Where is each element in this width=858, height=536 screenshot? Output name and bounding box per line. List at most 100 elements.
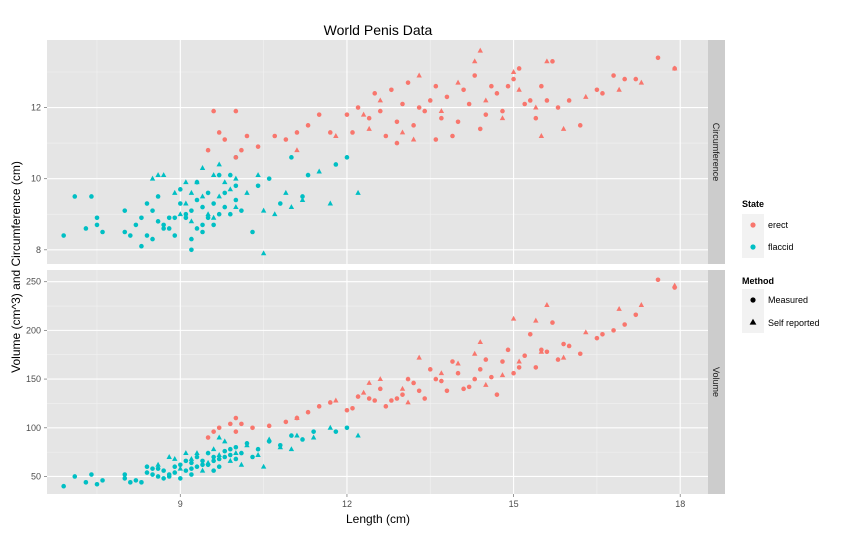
data-point	[177, 211, 184, 217]
data-point	[189, 247, 194, 253]
data-point	[216, 130, 222, 135]
data-point	[199, 193, 206, 199]
data-point	[210, 446, 217, 452]
data-point	[444, 388, 450, 394]
data-point	[144, 201, 150, 206]
data-point	[200, 458, 205, 464]
data-point	[472, 73, 478, 78]
data-point	[294, 432, 300, 438]
data-point	[360, 111, 367, 117]
data-point	[389, 87, 394, 93]
data-point	[72, 474, 78, 479]
data-point	[183, 450, 189, 456]
data-point	[461, 87, 466, 93]
data-point	[500, 359, 505, 364]
strip-circumference	[708, 40, 725, 264]
data-point	[150, 208, 155, 213]
data-point	[427, 367, 433, 372]
data-point	[344, 425, 350, 431]
data-point	[172, 464, 178, 470]
data-point	[455, 79, 461, 85]
data-point	[555, 357, 561, 362]
data-point	[344, 112, 350, 117]
data-point	[372, 398, 378, 403]
legend-label-flaccid: flaccid	[768, 242, 794, 252]
data-point	[178, 201, 183, 206]
data-point	[344, 407, 350, 413]
data-point	[183, 458, 189, 464]
data-point	[510, 315, 517, 321]
data-point	[316, 168, 322, 174]
data-point	[294, 147, 300, 153]
data-point	[272, 211, 278, 217]
data-point	[216, 161, 222, 167]
data-point	[216, 452, 222, 457]
legend-label-measured: Measured	[768, 295, 808, 305]
data-point	[566, 343, 572, 349]
data-point	[83, 226, 89, 231]
data-point	[455, 370, 461, 376]
data-point	[394, 396, 400, 401]
data-point	[255, 144, 261, 149]
data-point	[183, 211, 189, 217]
data-point	[194, 464, 200, 470]
data-point	[433, 137, 439, 142]
data-point	[189, 472, 194, 477]
data-point	[260, 463, 267, 469]
data-point	[255, 183, 261, 189]
data-point	[233, 155, 239, 160]
data-point	[194, 226, 200, 231]
data-point	[211, 454, 216, 460]
data-point	[266, 176, 272, 181]
data-point	[144, 464, 150, 470]
data-point	[500, 108, 505, 114]
strip-label-volume: Volume	[711, 367, 721, 397]
data-point	[172, 215, 178, 221]
data-point	[178, 187, 183, 192]
data-point	[222, 179, 228, 185]
data-point	[533, 115, 539, 121]
data-point	[150, 236, 155, 242]
data-point	[439, 115, 444, 121]
data-point	[377, 376, 383, 382]
data-point	[150, 472, 155, 477]
data-point	[477, 367, 483, 372]
data-point	[333, 397, 339, 403]
data-point	[200, 204, 205, 210]
data-point	[177, 465, 184, 471]
data-point	[161, 226, 166, 231]
data-point	[594, 335, 600, 341]
data-point	[205, 211, 211, 217]
data-point	[299, 197, 306, 202]
data-point	[155, 474, 161, 479]
legend: State erect flaccid Method Measured Self…	[742, 199, 820, 333]
data-point	[183, 179, 189, 185]
data-point	[161, 468, 166, 473]
data-point	[255, 446, 261, 452]
data-point	[233, 450, 239, 456]
data-point	[216, 456, 222, 462]
data-point	[194, 450, 200, 456]
data-point	[405, 376, 411, 382]
data-point	[533, 317, 539, 323]
data-point	[244, 442, 250, 448]
data-point	[244, 189, 250, 195]
data-point	[433, 376, 439, 382]
data-point	[544, 349, 550, 355]
data-point	[561, 341, 566, 347]
data-point	[494, 91, 500, 96]
data-point	[311, 429, 316, 434]
data-point	[383, 404, 389, 409]
data-point	[94, 481, 100, 487]
data-point	[222, 204, 228, 210]
data-point	[283, 419, 289, 425]
legend-method-title: Method	[742, 276, 774, 286]
data-point	[300, 437, 305, 442]
data-point	[122, 472, 128, 477]
data-point	[288, 204, 295, 210]
data-point	[205, 450, 211, 456]
data-point	[539, 83, 544, 89]
data-point	[72, 194, 78, 199]
data-point	[188, 218, 195, 224]
